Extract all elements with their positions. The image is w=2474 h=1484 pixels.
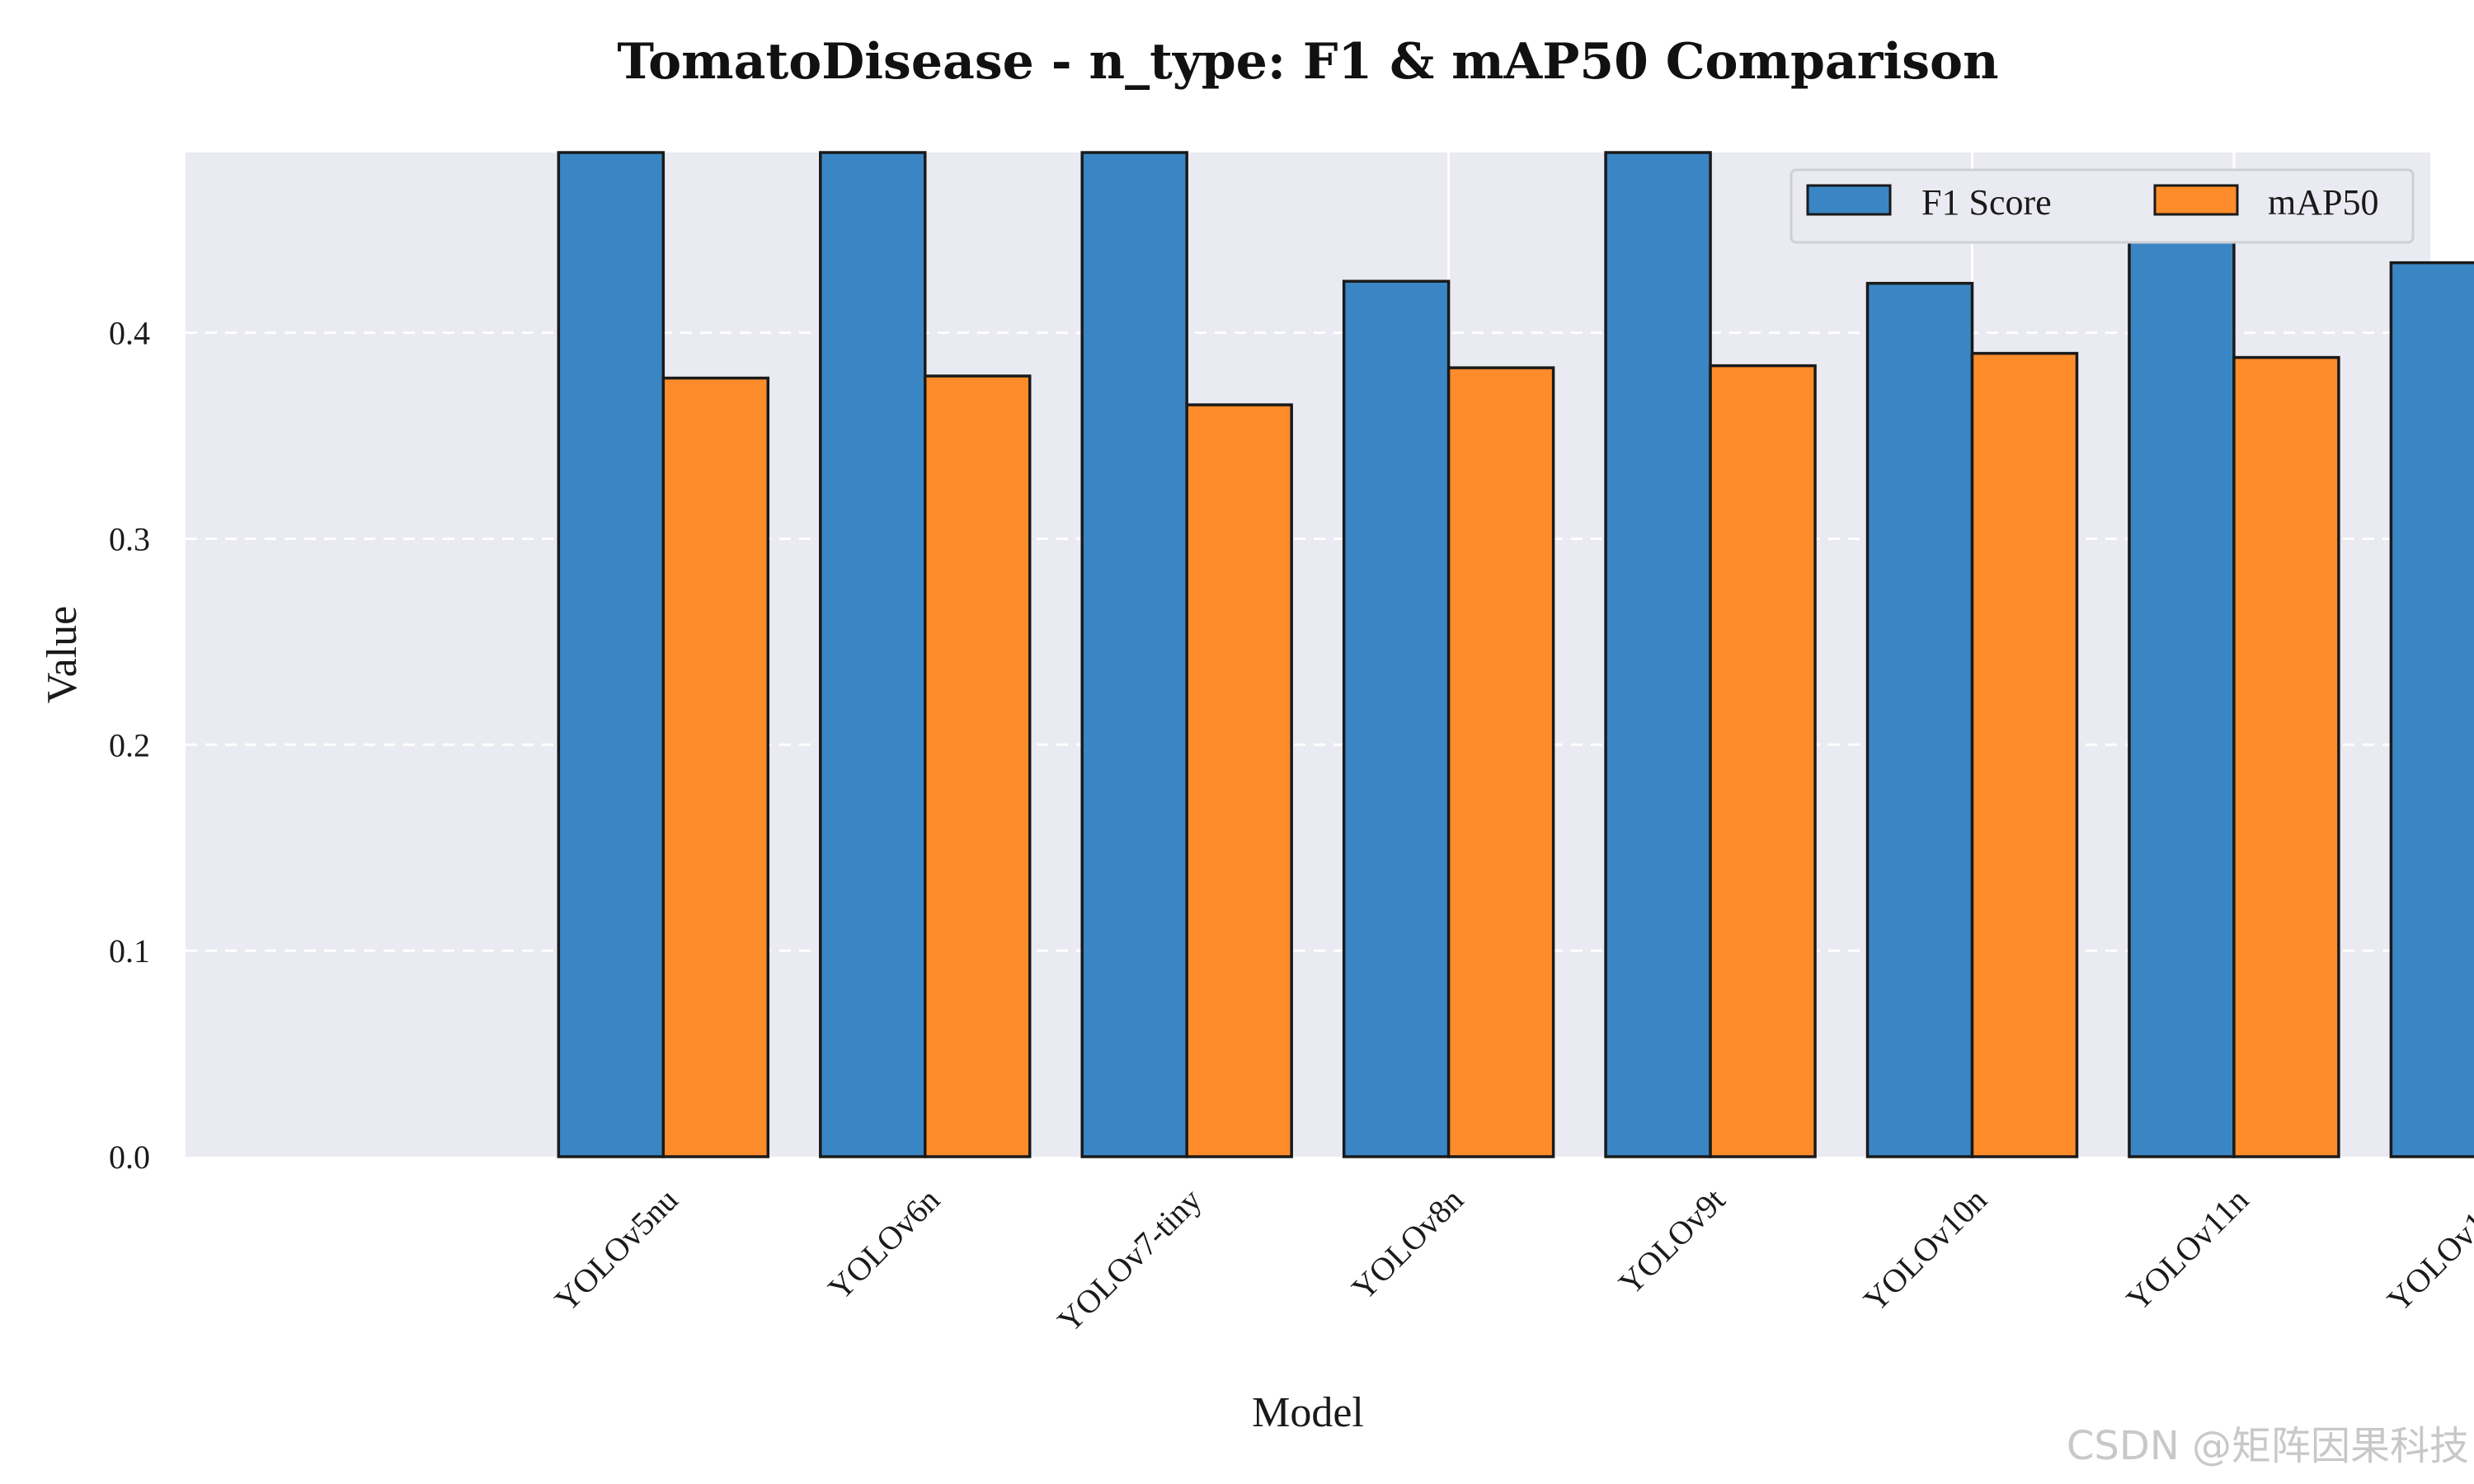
bar-map50-yolov8n: [1446, 366, 1555, 1158]
watermark: CSDN @矩阵因果科技: [2067, 1423, 2469, 1469]
y-ticks: 0.0 0.1 0.2 0.3 0.4: [109, 315, 150, 1176]
bar-map50-yolov6n: [924, 374, 1032, 1158]
bar-map50-yolov11n: [2232, 355, 2340, 1158]
x-tick-label: YOLOv6n: [821, 1181, 947, 1308]
x-tick-label: YOLOv10n: [1856, 1181, 1994, 1319]
bars: [557, 151, 2474, 1158]
x-ticks: YOLOv5nu YOLOv6n YOLOv7-tiny YOLOv8n YOLOv9t…: [548, 1181, 2474, 1340]
y-tick-label: 0.1: [109, 932, 150, 970]
x-tick-label: YOLOv5nu: [548, 1181, 685, 1319]
x-tick-label: YOLOv7-tiny: [1050, 1181, 1208, 1340]
x-tick-label: YOLOv11n: [2119, 1181, 2255, 1318]
bar-f1-score-yolov7-tiny: [1080, 151, 1188, 1158]
bar-f1-score-yolov6n: [819, 151, 927, 1158]
bar-f1-score-yolov9t: [1604, 151, 1712, 1158]
x-tick-label: YOLOv12n: [2380, 1181, 2474, 1319]
bar-map50-yolov10n: [1970, 351, 2079, 1158]
bar-f1-score-yolov5nu: [557, 151, 666, 1158]
bar-map50-yolov9t: [1709, 364, 1817, 1158]
legend-swatch-map50: [2153, 184, 2239, 216]
chart-title: TomatoDisease - n_type: F1 & mAP50 Compa…: [617, 33, 1998, 91]
bar-f1-score-yolov12n: [2389, 261, 2474, 1158]
bar-map50-yolov7-tiny: [1185, 403, 1293, 1158]
y-axis-label: Value: [39, 606, 86, 703]
y-tick-label: 0.2: [109, 726, 150, 763]
legend-swatch-f1-score: [1806, 184, 1892, 216]
legend-label-f1-score: F1 Score: [1921, 182, 2052, 223]
x-tick-label: YOLOv9t: [1611, 1181, 1733, 1303]
y-tick-label: 0.3: [109, 520, 150, 557]
x-tick-label: YOLOv8n: [1344, 1181, 1470, 1308]
bar-map50-yolov5nu: [661, 376, 770, 1158]
bar-f1-score-yolov10n: [1865, 281, 1974, 1158]
y-tick-label: 0.0: [109, 1139, 150, 1176]
legend-label-map50: mAP50: [2268, 182, 2378, 223]
bar-f1-score-yolov8n: [1342, 279, 1451, 1158]
legend: F1 Score mAP50: [1790, 168, 2415, 244]
y-tick-label: 0.4: [109, 315, 150, 352]
plot-area: [186, 153, 2430, 1157]
legend-frame: [1790, 168, 2415, 244]
x-axis-label: Model: [1252, 1389, 1364, 1436]
bar-f1-score-yolov11n: [2128, 240, 2236, 1158]
